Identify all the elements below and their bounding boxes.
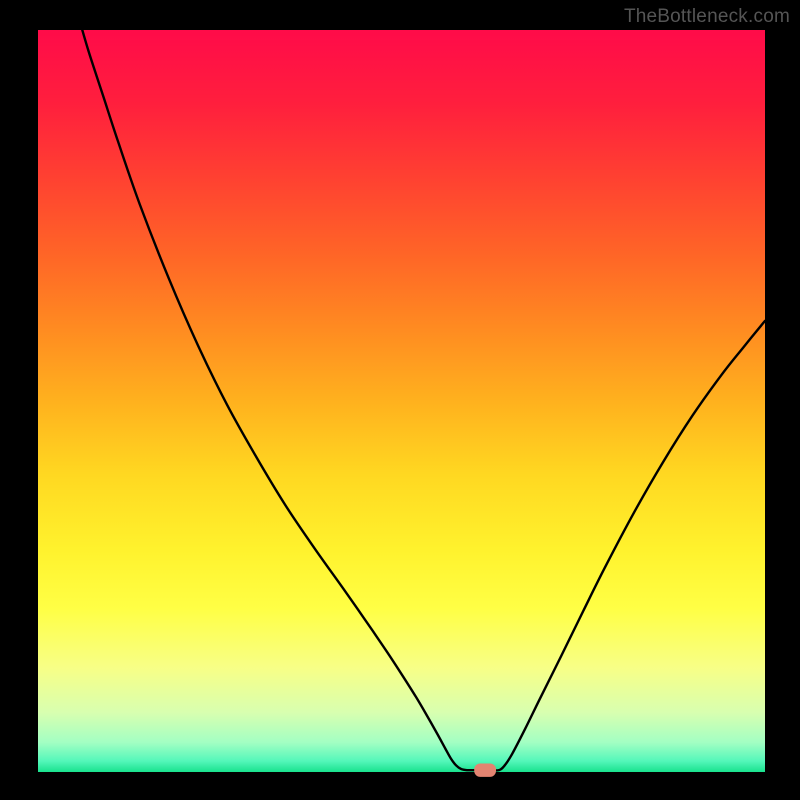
bottleneck-chart-container: TheBottleneck.com xyxy=(0,0,800,800)
watermark-text: TheBottleneck.com xyxy=(624,6,790,28)
plot-gradient-background xyxy=(38,30,765,772)
bottleneck-curve-chart xyxy=(0,0,800,800)
optimal-marker xyxy=(474,763,496,776)
